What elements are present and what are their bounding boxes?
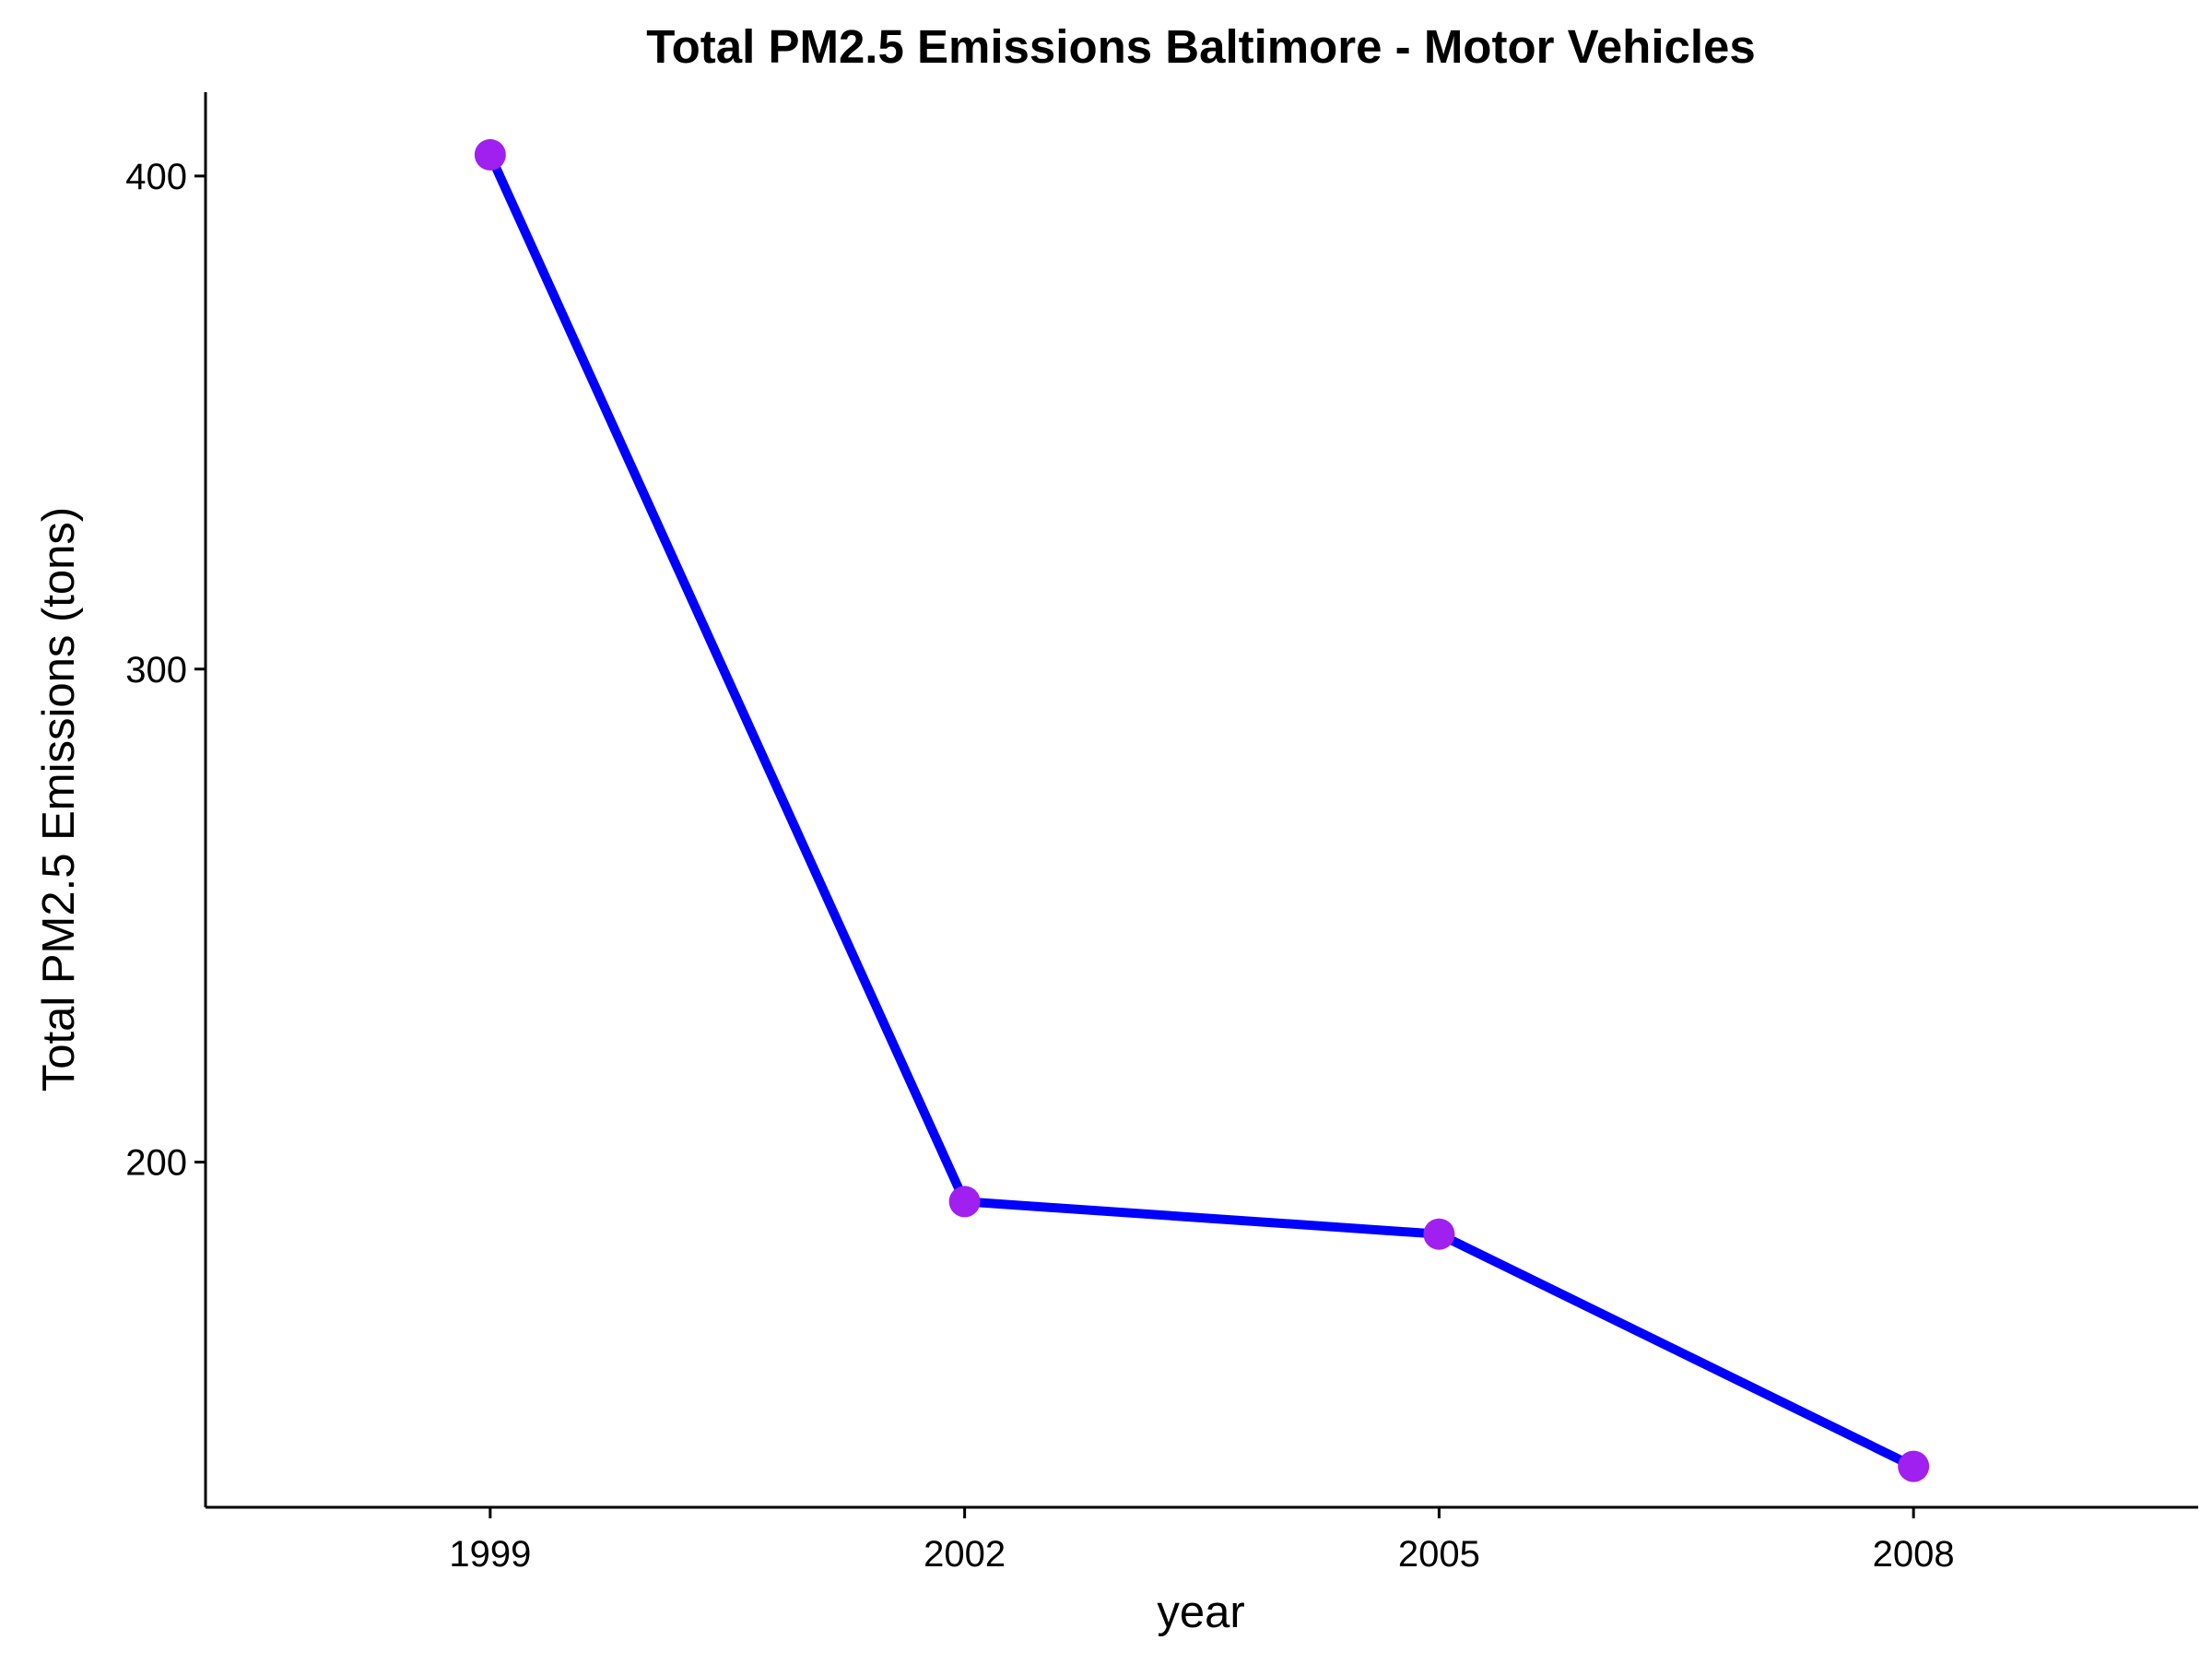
- chart-title: Total PM2.5 Emissions Baltimore - Motor …: [646, 20, 1756, 73]
- y-tick-label: 200: [125, 1143, 187, 1184]
- data-point: [948, 1186, 981, 1218]
- x-tick-label: 1999: [449, 1534, 531, 1575]
- x-axis-label: year: [1157, 1587, 1244, 1637]
- y-tick-label: 300: [125, 650, 187, 690]
- x-tick-label: 2008: [1873, 1534, 1955, 1575]
- x-tick-label: 2002: [924, 1534, 1006, 1575]
- series-line: [486, 152, 1916, 1471]
- data-point: [1423, 1218, 1455, 1250]
- data-point: [1898, 1450, 1930, 1482]
- axes: [204, 92, 2198, 1509]
- series-line-group: [486, 152, 1916, 1471]
- data-point: [474, 138, 506, 171]
- y-axis-label: Total PM2.5 Emissions (tons): [34, 507, 84, 1092]
- y-tick-label: 400: [125, 157, 187, 197]
- y-ticks: 200 300 400: [125, 157, 206, 1184]
- x-tick-label: 2005: [1398, 1534, 1480, 1575]
- series-points-group: [474, 138, 1930, 1482]
- x-ticks: 1999 2002 2005 2008: [449, 1507, 1955, 1575]
